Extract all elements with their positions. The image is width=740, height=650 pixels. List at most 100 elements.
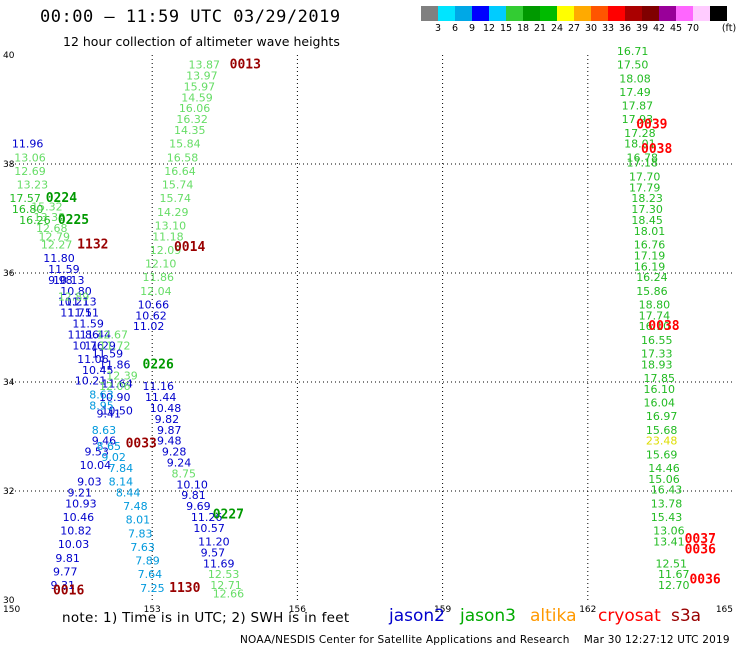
- wave-height-label: 10.13: [53, 274, 84, 287]
- wave-height-label: 16.97: [646, 410, 678, 423]
- wave-height-label: 9.03: [77, 476, 102, 489]
- wave-height-label: 15.74: [159, 192, 191, 205]
- wave-height-label: 16.80: [12, 203, 44, 216]
- wave-height-label: 17.93: [622, 113, 654, 126]
- wave-height-label: 7.25: [140, 582, 165, 595]
- wave-height-label: 17.28: [624, 127, 656, 140]
- wave-height-label: 9.48: [157, 435, 182, 448]
- wave-height-label: 17.50: [617, 59, 649, 72]
- wave-height-label: 12.51: [656, 557, 688, 570]
- color-scale-tick: 70: [686, 23, 700, 34]
- wave-height-label: 14.46: [648, 462, 680, 475]
- wave-height-label: 16.24: [636, 271, 668, 284]
- y-tick-label: 34: [3, 378, 15, 388]
- wave-height-label: 7.89: [135, 555, 160, 568]
- color-scale-tick: 33: [601, 23, 615, 34]
- wave-height-label: 11.29: [84, 339, 116, 352]
- wave-height-label: 12.04: [140, 285, 172, 298]
- wave-height-label: 11.06: [77, 353, 109, 366]
- wave-height-label: 10.46: [63, 511, 95, 524]
- color-scale-swatch: [506, 6, 523, 21]
- wave-height-label: 17.70: [629, 170, 661, 183]
- wave-height-label: 15.74: [162, 179, 194, 192]
- wave-height-label: 16.55: [641, 334, 673, 347]
- wave-height-label: 10.66: [138, 298, 170, 311]
- wave-height-label: 11.02: [133, 320, 165, 333]
- x-tick-label: 162: [579, 605, 596, 615]
- color-scale-tick: 3: [434, 23, 442, 34]
- wave-height-label: 10.48: [150, 402, 182, 415]
- wave-height-label: 9.98: [48, 274, 73, 287]
- wave-height-label: 12.10: [145, 258, 177, 271]
- legend-item-jason3: jason3: [460, 606, 516, 626]
- color-scale-tick: 24: [550, 23, 564, 34]
- x-tick-label: 150: [3, 605, 20, 615]
- wave-height-label: 12.67: [97, 328, 129, 341]
- wave-height-label: 8.63: [92, 424, 117, 437]
- y-tick-label: 30: [3, 596, 15, 606]
- wave-height-label: 11.44: [80, 328, 112, 341]
- wave-height-label: 9.77: [53, 565, 77, 578]
- wave-height-label: 13.87: [189, 59, 221, 72]
- wave-height-label: 12.66: [213, 587, 245, 600]
- wave-height-label: 12.68: [36, 222, 68, 235]
- wave-height-label: 10.03: [58, 538, 90, 551]
- wave-height-label: 23.48: [646, 435, 678, 448]
- wave-height-label: 11.86: [68, 328, 100, 341]
- color-scale-tick: 21: [533, 23, 547, 34]
- wave-height-label: 10.10: [176, 478, 208, 491]
- wave-height-label: 17.49: [619, 86, 651, 99]
- wave-height-label: 16.26: [19, 214, 50, 227]
- x-tick-label: 153: [144, 605, 161, 615]
- wave-height-label: 18.45: [631, 214, 663, 227]
- wave-height-label: 8.01: [126, 514, 151, 527]
- wave-height-label: 16.43: [651, 484, 683, 497]
- wave-height-label: 12.06: [99, 380, 130, 393]
- wave-height-label: 18.01: [634, 225, 666, 238]
- wave-height-label: 11.13: [65, 296, 97, 309]
- x-tick-label: 156: [289, 605, 306, 615]
- wave-height-label: 10.76: [72, 339, 104, 352]
- wave-height-label: 10.50: [101, 405, 133, 418]
- time-label: 1130: [169, 581, 200, 596]
- wave-height-label: 17.85: [643, 372, 675, 385]
- wave-height-label: 13.78: [651, 497, 683, 510]
- wave-height-label: 16.19: [634, 260, 666, 273]
- footnote-note: note: 1) Time is in UTC; 2) SWH is in fe…: [62, 610, 350, 626]
- color-scale-tick: 42: [652, 23, 666, 34]
- wave-height-label: 17.33: [641, 347, 673, 360]
- wave-height-label: 9.82: [155, 413, 180, 426]
- time-label: 0013: [230, 58, 261, 73]
- color-scale-swatch: [489, 6, 506, 21]
- color-scale-tick: 36: [618, 23, 632, 34]
- color-scale-swatch: [591, 6, 608, 21]
- wave-height-label: 14.59: [181, 91, 213, 104]
- wave-height-label: 16.76: [634, 238, 666, 251]
- wave-height-label: 10.04: [80, 459, 112, 472]
- x-tick-label: 165: [716, 605, 733, 615]
- wave-height-label: 15.84: [169, 138, 201, 151]
- wave-height-label: 9.02: [101, 451, 126, 464]
- wave-height-label: 17.19: [634, 249, 666, 262]
- wave-height-label: 12.53: [208, 568, 240, 581]
- color-scale-tick: 27: [567, 23, 581, 34]
- wave-height-label: 15.43: [651, 511, 683, 524]
- wave-height-label: 15.06: [648, 473, 680, 486]
- wave-height-label: 18.23: [631, 192, 663, 205]
- color-scale-swatch: [421, 6, 438, 21]
- time-label: 0036: [689, 573, 720, 588]
- wave-height-label: 8.44: [116, 486, 140, 499]
- color-scale-swatch: [438, 6, 455, 21]
- wave-height-label: 13.97: [186, 70, 218, 83]
- wave-height-label: 17.30: [631, 203, 663, 216]
- wave-height-label: 7.64: [138, 568, 163, 581]
- color-scale-tick: 12: [482, 23, 496, 34]
- legend-item-altika: altika: [530, 606, 577, 626]
- wave-height-label: 11.64: [101, 377, 133, 390]
- wave-height-label: 11.20: [198, 536, 230, 549]
- time-label: 1132: [77, 237, 108, 252]
- wave-height-label: 15.86: [636, 285, 668, 298]
- wave-height-label: 17.87: [622, 100, 654, 113]
- wave-height-label: 11.44: [145, 391, 177, 404]
- wave-height-label: 11.86: [143, 271, 175, 284]
